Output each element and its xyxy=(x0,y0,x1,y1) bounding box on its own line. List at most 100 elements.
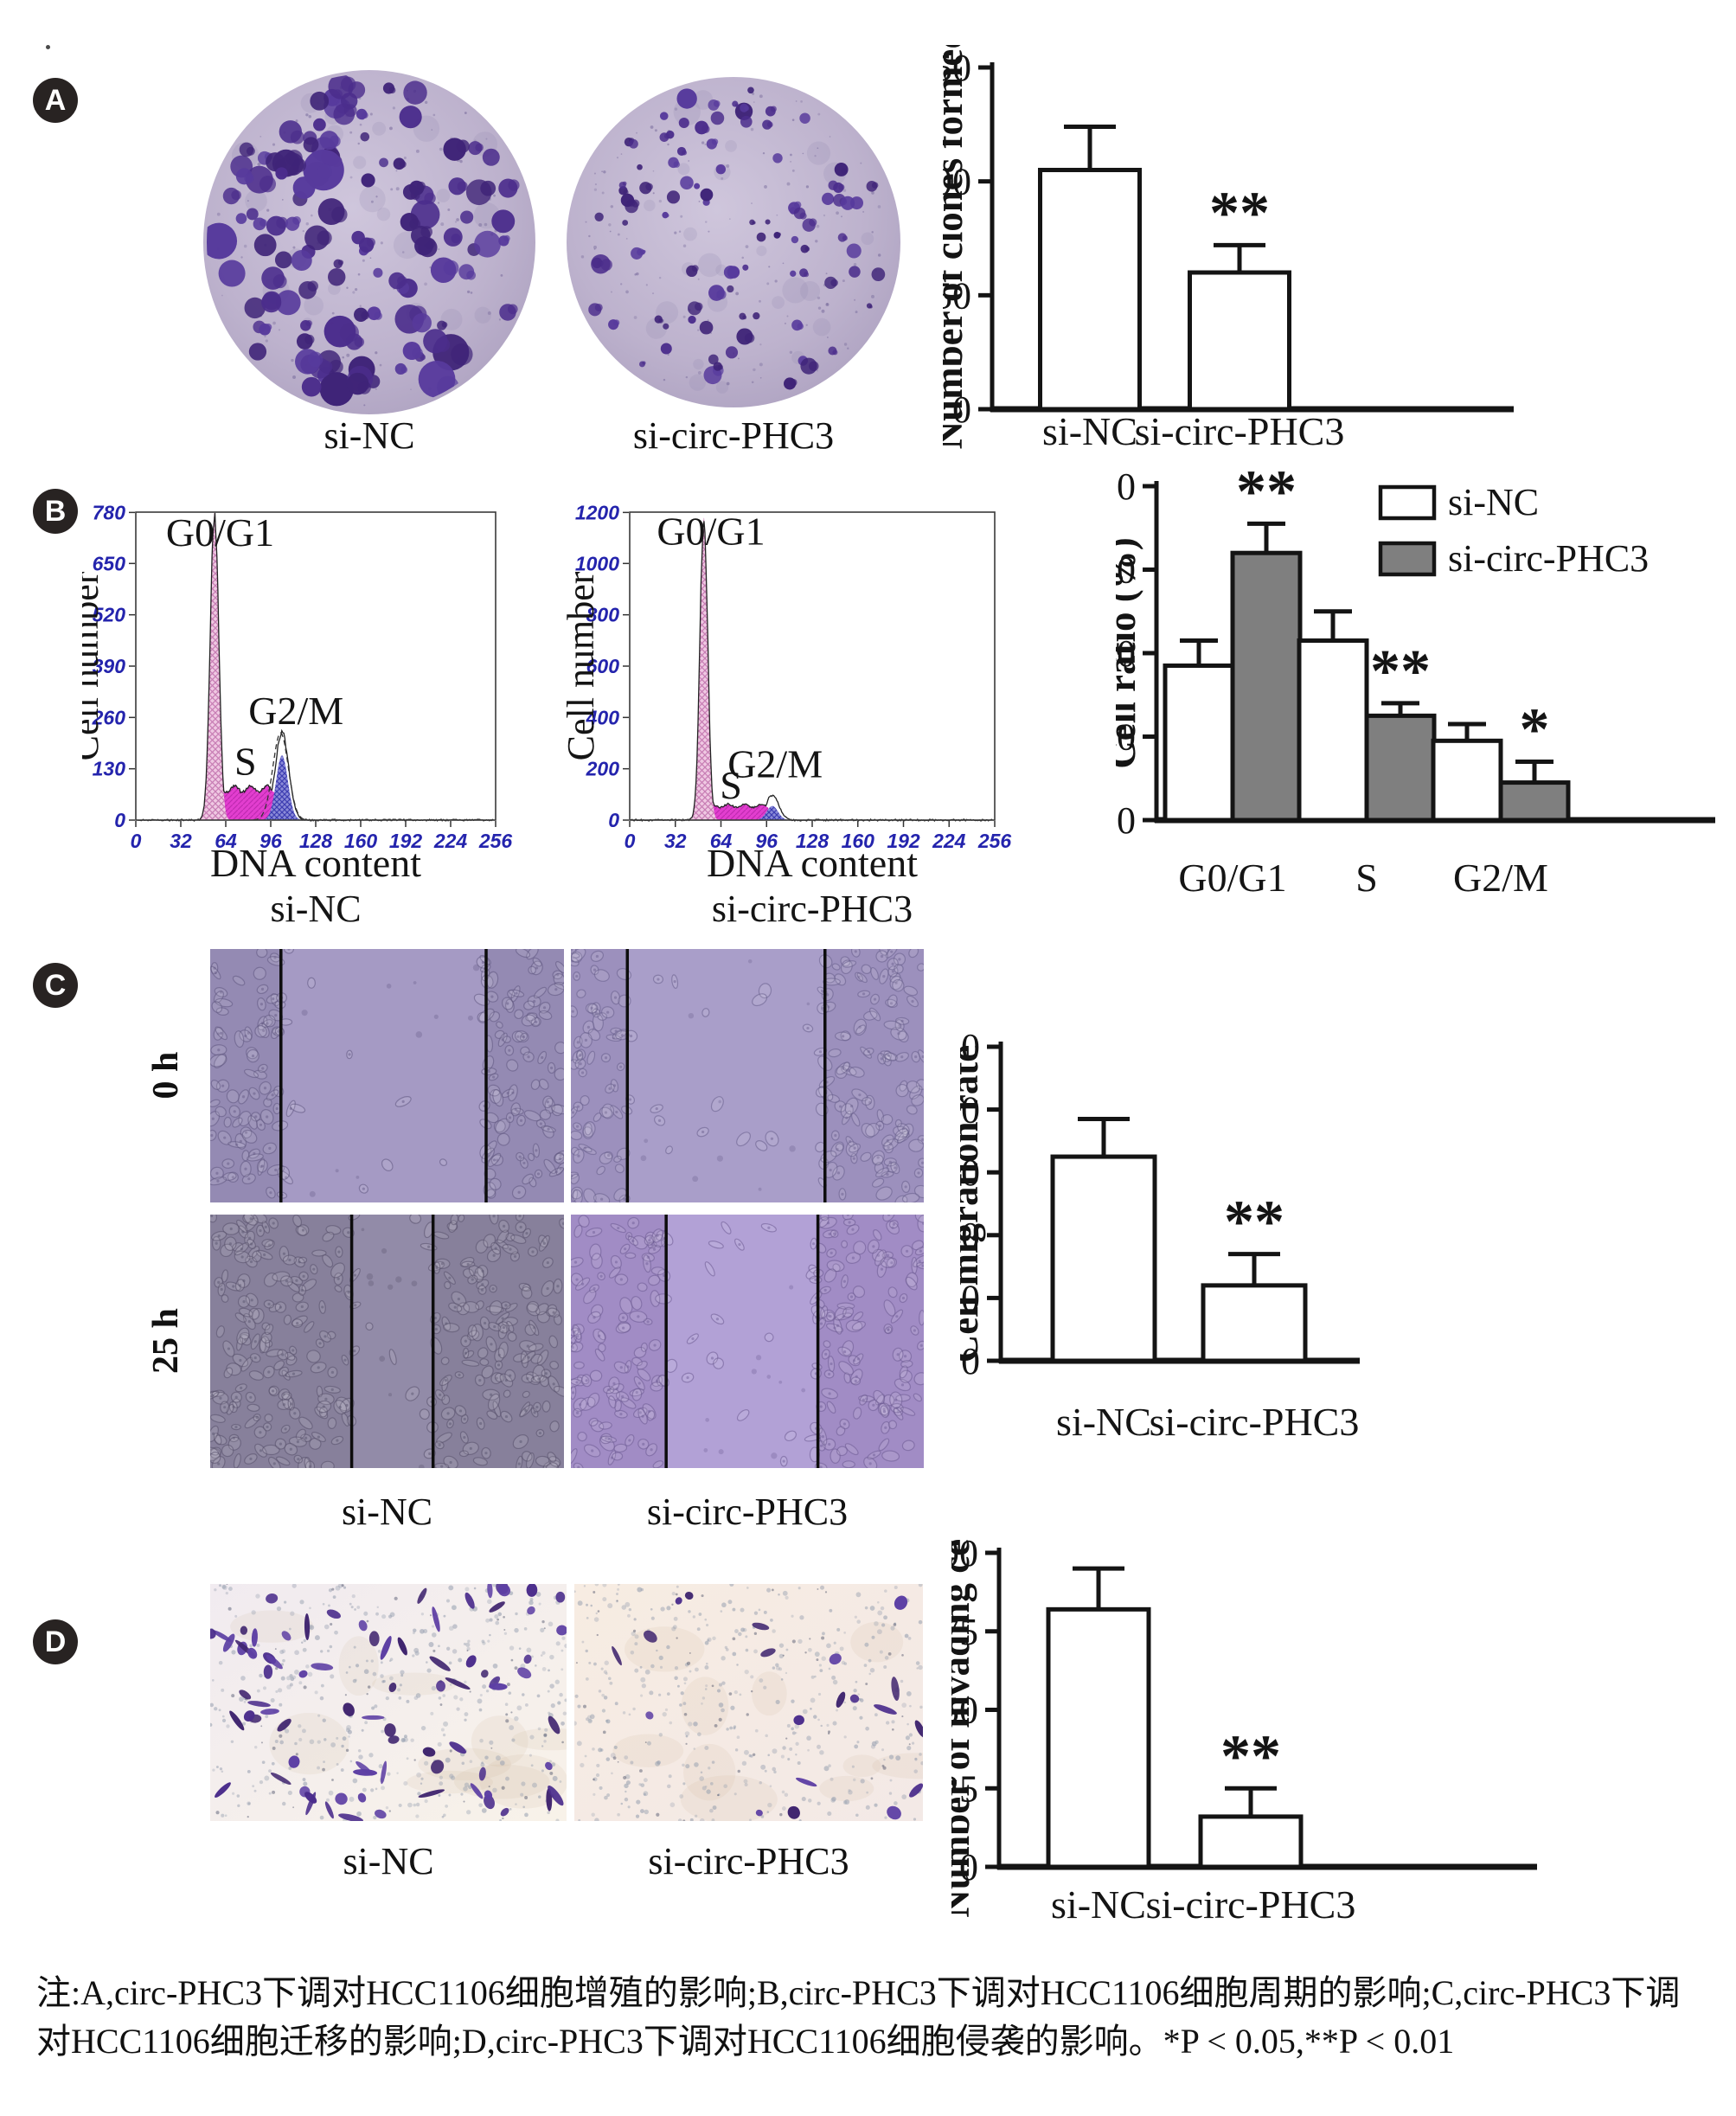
svg-text:390: 390 xyxy=(93,655,126,677)
invasion-bar-chart: 0 25 50 75 100Number of invading cells si-NC *… xyxy=(951,1540,1537,1927)
svg-text:160: 160 xyxy=(842,830,875,852)
svg-text:64: 64 xyxy=(215,830,237,852)
svg-text:**: ** xyxy=(1209,180,1270,247)
svg-text:200: 200 xyxy=(586,758,620,780)
svg-text:si-NC: si-NC xyxy=(1056,1400,1151,1444)
figure-caption: 注:A,circ-PHC3下调对HCC1106细胞增殖的影响;B,circ-PH… xyxy=(36,1973,1681,2061)
invasion-image-si-nc xyxy=(210,1584,567,1821)
svg-text:192: 192 xyxy=(887,830,920,852)
dish-label-si-circ-phc3: si-circ-PHC3 xyxy=(632,414,835,457)
svg-text:0: 0 xyxy=(952,388,971,431)
wound-col-label-si-circ-phc3: si-circ-PHC3 xyxy=(646,1491,849,1533)
svg-text:**: ** xyxy=(1370,638,1431,705)
svg-text:50: 50 xyxy=(943,274,971,317)
row-label-0h: 0 h xyxy=(146,1051,186,1100)
panel-b-badge: B xyxy=(33,489,78,534)
svg-text:S: S xyxy=(234,740,257,784)
svg-text:G2/M: G2/M xyxy=(1453,856,1548,900)
svg-text:128: 128 xyxy=(796,830,830,852)
panel-a-badge: A xyxy=(33,78,78,123)
svg-text:1200: 1200 xyxy=(575,501,619,523)
svg-text:96: 96 xyxy=(259,830,282,852)
svg-text:Cell number: Cell number xyxy=(82,571,106,760)
svg-text:256: 256 xyxy=(977,830,1012,852)
svg-text:Number of clones formed: Number of clones formed xyxy=(943,45,970,449)
invasion-label-si-circ-phc3: si-circ-PHC3 xyxy=(648,1840,849,1882)
migration-bar-chart: 0 20 40 60 80 100Cell migration rate si-NC ** si… xyxy=(960,1034,1360,1444)
svg-text:S: S xyxy=(720,763,742,807)
svg-text:Cell ratio (%): Cell ratio (%) xyxy=(1116,537,1143,768)
svg-text:64: 64 xyxy=(710,830,733,852)
svg-text:40: 40 xyxy=(960,1215,980,1257)
svg-text:40: 40 xyxy=(1116,632,1136,675)
svg-text:si-circ-PHC3: si-circ-PHC3 xyxy=(1448,537,1649,580)
svg-text:0: 0 xyxy=(131,830,142,852)
wound-col-label-si-nc: si-NC xyxy=(341,1491,433,1533)
colony-dish-si-nc xyxy=(203,70,535,414)
svg-text:G0/G1: G0/G1 xyxy=(1178,856,1286,900)
svg-text:60: 60 xyxy=(1116,549,1136,592)
svg-text:32: 32 xyxy=(170,830,192,852)
svg-text:G0/G1: G0/G1 xyxy=(657,509,765,553)
svg-text:0: 0 xyxy=(114,809,125,831)
svg-text:520: 520 xyxy=(93,604,126,626)
svg-text:si-circ-PHC3: si-circ-PHC3 xyxy=(1150,1400,1360,1444)
svg-text:150: 150 xyxy=(943,47,971,89)
svg-text:**: ** xyxy=(1236,465,1297,525)
svg-text:si-circ-PHC3: si-circ-PHC3 xyxy=(1146,1882,1356,1927)
svg-text:**: ** xyxy=(1220,1723,1281,1790)
svg-text:600: 600 xyxy=(586,655,620,677)
svg-text:DNA content: DNA content xyxy=(707,841,918,885)
svg-text:260: 260 xyxy=(92,706,126,728)
svg-text:0: 0 xyxy=(959,1846,978,1888)
panel-d-badge: D xyxy=(33,1619,78,1664)
flow-histogram-si-nc: 0 32 64 96 128 160 192 224 256 0 130 260 390 520 650 78… xyxy=(82,501,513,930)
svg-text:100: 100 xyxy=(960,1034,980,1068)
clones-bar-chart: 0 50 100 150Number of clones formed si-NC ** s… xyxy=(943,45,1514,453)
scan-speck xyxy=(46,45,50,49)
flow-histogram-si-circ-phc3: 0 32 64 96 128 160 192 224 256 0 200 400 600 800 1000 1… xyxy=(560,501,1012,930)
svg-text:130: 130 xyxy=(93,758,126,780)
svg-text:80: 80 xyxy=(1116,465,1136,508)
svg-text:60: 60 xyxy=(960,1151,980,1194)
svg-text:Number of invading cells: Number of invading cells xyxy=(951,1540,977,1918)
svg-text:G0/G1: G0/G1 xyxy=(166,510,274,555)
svg-text:si-NC: si-NC xyxy=(1042,409,1137,453)
svg-text:Cell migration rate: Cell migration rate xyxy=(960,1045,986,1363)
svg-text:si-NC: si-NC xyxy=(1448,481,1539,523)
svg-text:780: 780 xyxy=(93,501,126,523)
svg-text:224: 224 xyxy=(932,830,966,852)
svg-text:*: * xyxy=(1520,696,1550,763)
svg-text:20: 20 xyxy=(960,1277,980,1319)
svg-text:1000: 1000 xyxy=(575,552,619,574)
colony-dish-si-circ-phc3 xyxy=(567,77,900,407)
svg-text:G2/M: G2/M xyxy=(248,689,343,733)
svg-text:224: 224 xyxy=(433,830,468,852)
svg-text:si-circ-PHC3: si-circ-PHC3 xyxy=(1135,409,1345,453)
invasion-image-si-circ-phc3 xyxy=(574,1584,923,1821)
svg-text:650: 650 xyxy=(93,552,126,574)
svg-text:100: 100 xyxy=(951,1540,978,1574)
svg-text:128: 128 xyxy=(299,830,333,852)
row-label-25h: 25 h xyxy=(146,1308,186,1374)
svg-text:0: 0 xyxy=(961,1340,980,1382)
dish-label-si-nc: si-NC xyxy=(323,414,415,457)
svg-text:si-circ-PHC3: si-circ-PHC3 xyxy=(712,888,913,930)
invasion-label-si-nc: si-NC xyxy=(343,1840,434,1882)
svg-text:32: 32 xyxy=(664,830,687,852)
svg-text:0: 0 xyxy=(625,830,636,852)
svg-text:256: 256 xyxy=(478,830,513,852)
svg-text:si-NC: si-NC xyxy=(270,888,361,930)
svg-text:si-NC: si-NC xyxy=(1051,1882,1146,1927)
svg-text:75: 75 xyxy=(951,1611,978,1653)
svg-text:50: 50 xyxy=(951,1690,978,1732)
svg-text:0: 0 xyxy=(608,809,619,831)
wound-image-0h-si-circ-phc3 xyxy=(571,949,924,1202)
wound-image-25h-si-circ-phc3 xyxy=(571,1215,924,1468)
svg-text:80: 80 xyxy=(960,1089,980,1132)
svg-text:25: 25 xyxy=(951,1767,978,1810)
svg-text:20: 20 xyxy=(1116,716,1136,759)
wound-image-0h-si-nc xyxy=(210,949,564,1202)
svg-text:96: 96 xyxy=(755,830,778,852)
